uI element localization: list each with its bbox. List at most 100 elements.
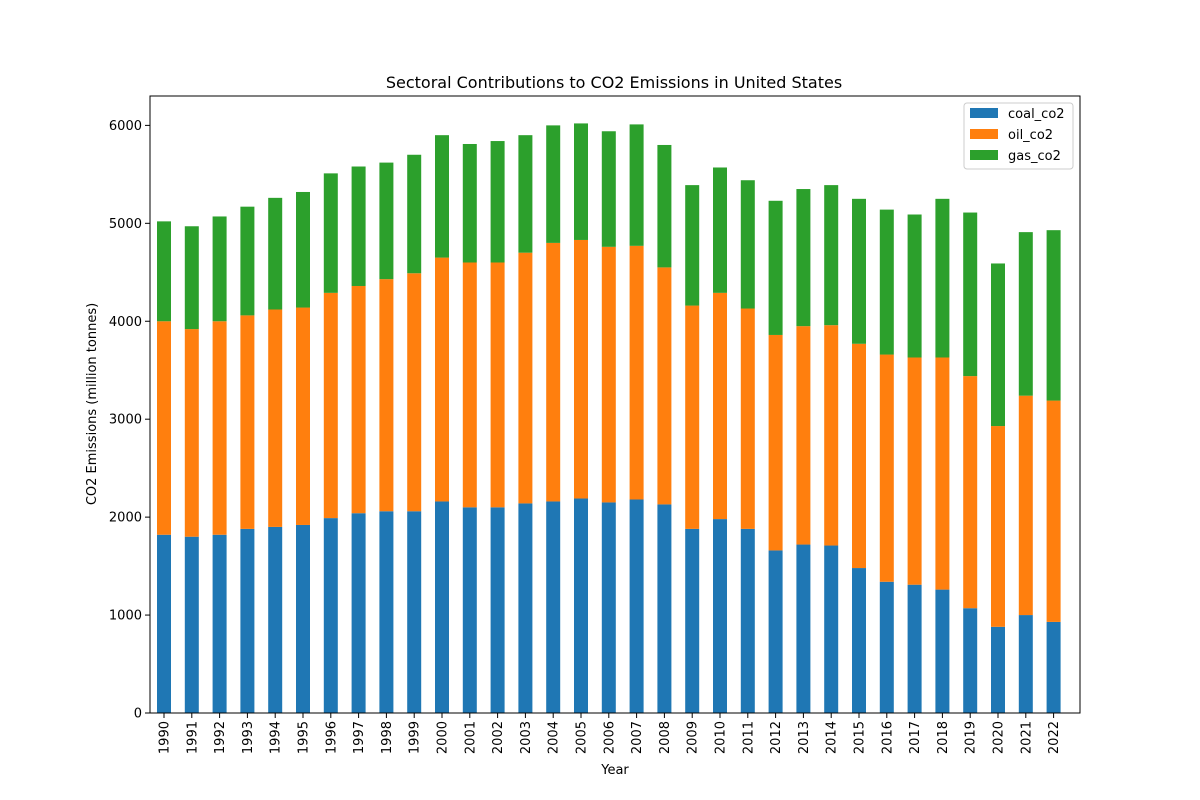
bar-coal_co2-2001: [462, 507, 477, 713]
x-tick-label-2017: 2017: [908, 721, 923, 754]
chart-title: Sectoral Contributions to CO2 Emissions …: [386, 73, 842, 92]
bar-coal_co2-1994: [268, 526, 283, 713]
x-tick-label-2013: 2013: [797, 721, 812, 754]
bar-oil_co2-2016: [879, 354, 894, 582]
x-tick-label-2012: 2012: [769, 721, 784, 754]
bar-coal_co2-1995: [296, 524, 310, 713]
bar-oil_co2-2014: [824, 325, 839, 546]
legend-swatch-oil_co2: [970, 129, 998, 139]
x-tick-label-2008: 2008: [658, 721, 673, 754]
bar-gas_co2-2006: [601, 131, 616, 247]
bar-gas_co2-2001: [462, 143, 477, 263]
bar-gas_co2-2012: [768, 200, 783, 335]
bar-gas_co2-2008: [657, 144, 672, 268]
y-tick-label: 2000: [109, 511, 142, 526]
plot-frame: [149, 95, 1081, 714]
bar-gas_co2-1991: [184, 226, 199, 330]
bar-oil_co2-2015: [852, 343, 866, 569]
x-tick-label-1993: 1993: [241, 721, 256, 754]
bar-coal_co2-2020: [991, 626, 1005, 713]
bar-oil_co2-2009: [685, 305, 700, 529]
y-tick-label: 0: [134, 707, 142, 722]
legend-label-gas_co2: gas_co2: [1008, 149, 1061, 164]
bar-oil_co2-2000: [435, 257, 449, 502]
bar-gas_co2-2002: [490, 141, 505, 263]
bar-coal_co2-2018: [935, 589, 950, 713]
bar-gas_co2-2009: [685, 185, 700, 306]
bar-oil_co2-1992: [212, 321, 227, 535]
bar-gas_co2-2015: [852, 198, 866, 344]
x-tick-label-2005: 2005: [575, 721, 590, 754]
legend-label-oil_co2: oil_co2: [1008, 128, 1053, 143]
y-axis: 0 1000 2000 3000 4000 5000 6000: [109, 119, 150, 722]
x-tick-label-2009: 2009: [686, 721, 701, 754]
bar-coal_co2-2017: [907, 584, 922, 713]
bar-oil_co2-1991: [184, 329, 199, 537]
legend: coal_co2 oil_co2 gas_co2: [963, 102, 1074, 170]
x-tick-label-2007: 2007: [630, 721, 645, 754]
bar-coal_co2-1996: [323, 518, 338, 713]
bar-gas_co2-1997: [351, 166, 366, 286]
bar-gas_co2-1996: [323, 173, 338, 293]
bar-gas_co2-1995: [296, 191, 310, 308]
bar-gas_co2-2017: [907, 214, 922, 358]
bar-oil_co2-2010: [713, 292, 727, 520]
bar-gas_co2-2000: [435, 135, 449, 258]
y-tick-label: 3000: [109, 413, 142, 428]
bar-oil_co2-2006: [601, 246, 616, 503]
bar-gas_co2-2020: [991, 263, 1005, 427]
x-tick-label-2000: 2000: [436, 721, 451, 754]
bar-coal_co2-1993: [240, 528, 255, 713]
bar-coal_co2-2012: [768, 550, 783, 713]
bar-coal_co2-2009: [685, 528, 700, 713]
bar-oil_co2-2008: [657, 267, 672, 505]
x-tick-label-1991: 1991: [185, 721, 200, 754]
legend-label-coal_co2: coal_co2: [1008, 107, 1065, 122]
bar-coal_co2-1992: [212, 534, 227, 713]
x-tick-label-2001: 2001: [463, 721, 478, 754]
bar-gas_co2-2003: [518, 135, 533, 253]
bar-coal_co2-1990: [157, 534, 171, 713]
bar-coal_co2-2007: [629, 499, 644, 713]
bar-gas_co2-2016: [879, 209, 894, 355]
bar-gas_co2-2018: [935, 198, 950, 358]
x-axis-label: Year: [600, 763, 629, 778]
bar-gas_co2-1998: [379, 162, 394, 280]
x-tick-label-2014: 2014: [825, 721, 840, 754]
bar-oil_co2-2003: [518, 252, 533, 504]
x-tick-label-2016: 2016: [880, 721, 895, 754]
legend-swatch-coal_co2: [970, 108, 998, 118]
bar-oil_co2-2007: [629, 245, 644, 500]
x-tick-label-1998: 1998: [380, 721, 395, 754]
bar-coal_co2-2005: [574, 498, 588, 713]
bar-gas_co2-2007: [629, 124, 644, 246]
bar-gas_co2-2022: [1046, 230, 1061, 401]
bar-coal_co2-1997: [351, 513, 366, 713]
bar-coal_co2-2015: [852, 568, 866, 713]
x-tick-label-2018: 2018: [936, 721, 951, 754]
bar-coal_co2-2003: [518, 503, 533, 713]
y-tick-label: 1000: [109, 609, 142, 624]
x-tick-label-2019: 2019: [964, 721, 979, 754]
x-tick-label-2015: 2015: [853, 721, 868, 754]
legend-swatch-gas_co2: [970, 150, 998, 160]
bar-coal_co2-2013: [796, 544, 811, 713]
bar-gas_co2-2011: [740, 180, 755, 309]
bar-coal_co2-2019: [963, 608, 978, 713]
x-tick-label-1997: 1997: [352, 721, 367, 754]
x-tick-label-1995: 1995: [297, 721, 312, 754]
bar-gas_co2-1992: [212, 216, 227, 322]
bar-gas_co2-2010: [713, 167, 727, 293]
bar-coal_co2-2000: [435, 501, 449, 713]
bar-oil_co2-1994: [268, 309, 283, 527]
x-tick-label-1999: 1999: [408, 721, 423, 754]
x-tick-label-2006: 2006: [602, 721, 617, 754]
bars-layer: [157, 123, 1061, 713]
bar-gas_co2-1994: [268, 197, 283, 310]
bar-gas_co2-1990: [157, 221, 171, 322]
bar-oil_co2-1999: [407, 273, 422, 512]
bar-coal_co2-2011: [740, 528, 755, 713]
bar-coal_co2-1991: [184, 536, 199, 713]
